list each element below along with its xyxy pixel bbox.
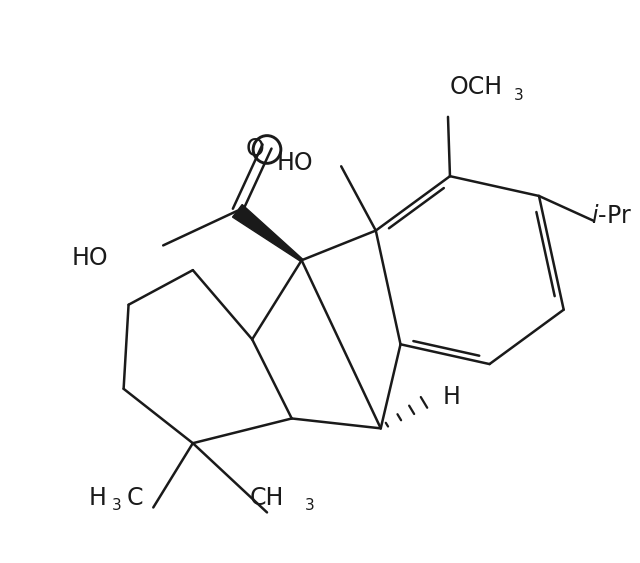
Circle shape — [253, 136, 281, 163]
Text: 3: 3 — [112, 498, 122, 513]
Polygon shape — [232, 204, 303, 261]
Text: HO: HO — [71, 246, 108, 270]
Text: H: H — [89, 485, 107, 510]
Text: H: H — [443, 385, 461, 409]
Text: O: O — [246, 137, 264, 162]
Text: OCH: OCH — [450, 75, 503, 99]
Text: HO: HO — [277, 151, 314, 175]
Text: 3: 3 — [305, 498, 314, 513]
Text: C: C — [127, 485, 143, 510]
Text: $i$-Pr: $i$-Pr — [591, 204, 632, 228]
Text: CH: CH — [249, 485, 284, 510]
Text: 3: 3 — [515, 88, 524, 102]
